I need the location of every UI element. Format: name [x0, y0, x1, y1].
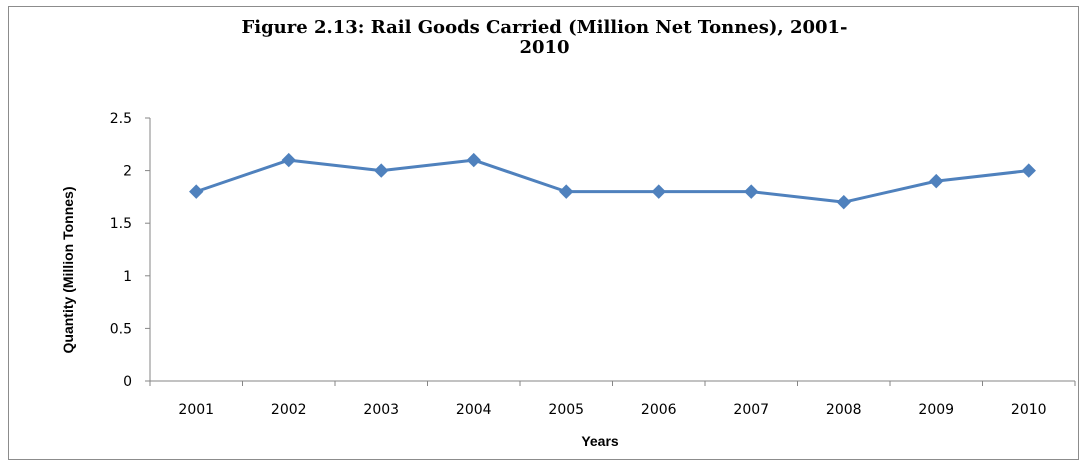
x-tick-label: 2002	[271, 402, 307, 418]
y-tick-labels: 0 0.5 1 1.5 2 2.5	[110, 111, 132, 390]
series	[189, 152, 1036, 210]
chart-title-line-1: Figure 2.13: Rail Goods Carried (Million…	[241, 17, 848, 38]
axes	[145, 117, 1076, 386]
x-axis-title: Years	[581, 433, 619, 449]
chart-title-line-2: 2010	[519, 37, 570, 58]
data-point	[559, 184, 574, 199]
x-tick-label: 2010	[1011, 402, 1047, 418]
x-tick-label: 2008	[826, 402, 862, 418]
data-point	[744, 184, 759, 199]
x-tick-label: 2005	[548, 402, 584, 418]
y-tick-label: 0	[123, 374, 132, 390]
chart-frame	[8, 6, 1079, 460]
x-tick-label: 2001	[178, 402, 214, 418]
data-point	[466, 152, 481, 168]
x-tick-labels: 2001 2002 2003 2004 2005 2006 2007 2008 2009 2010	[178, 402, 1046, 418]
data-point	[189, 184, 204, 199]
data-point	[1021, 163, 1036, 178]
y-tick-label: 2.5	[110, 111, 132, 127]
data-point	[929, 173, 944, 189]
y-tick-label: 1.5	[110, 216, 132, 232]
x-tick-label: 2006	[641, 402, 677, 418]
x-tick-label: 2004	[456, 402, 492, 418]
y-tick-label: 2	[123, 164, 132, 180]
x-tick-label: 2009	[918, 402, 954, 418]
chart-title: Figure 2.13: Rail Goods Carried (Million…	[0, 18, 1089, 58]
y-tick-label: 0.5	[110, 321, 132, 337]
y-tick-label: 1	[123, 269, 132, 285]
data-point	[281, 152, 296, 168]
y-axis-title: Quantity (Million Tonnes)	[60, 187, 76, 354]
x-tick-label: 2003	[363, 402, 399, 418]
data-point	[651, 184, 666, 199]
data-point	[374, 163, 389, 178]
series-line	[195, 158, 1029, 204]
x-tick-label: 2007	[733, 402, 769, 418]
data-point	[836, 194, 851, 210]
